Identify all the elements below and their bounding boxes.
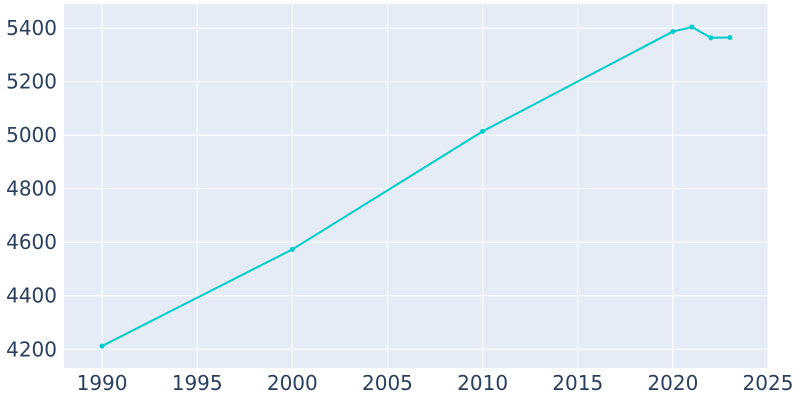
y-tick-label: 5400 [6,16,57,40]
x-tick-label: 1995 [172,371,223,395]
y-tick-label: 4600 [6,230,57,254]
data-point [670,29,676,35]
y-tick-label: 4200 [6,337,57,361]
grid [64,4,769,368]
plot-area [64,4,768,368]
data-point [708,35,714,41]
series-layer [99,24,733,349]
x-tick-label: 2015 [552,371,603,395]
x-tick-label: 2000 [267,371,318,395]
x-tick-label: 2025 [743,371,794,395]
data-point [689,24,695,30]
x-tick-label: 2005 [362,371,413,395]
data-point [289,246,295,252]
x-tick-label: 2020 [647,371,698,395]
y-tick-label: 4400 [6,284,57,308]
data-point [480,128,486,134]
x-tick-label: 2010 [457,371,508,395]
y-tick-label: 5000 [6,123,57,147]
x-tick-label: 1990 [77,371,128,395]
y-tick-label: 5200 [6,70,57,94]
x-axis-ticks: 1990 1995 2000 2005 2010 2015 2020 2025 [77,371,794,395]
y-axis-ticks: 4200 4400 4600 4800 5000 5200 5400 [6,16,57,361]
data-point [727,34,733,40]
y-tick-label: 4800 [6,177,57,201]
data-point [99,343,105,349]
